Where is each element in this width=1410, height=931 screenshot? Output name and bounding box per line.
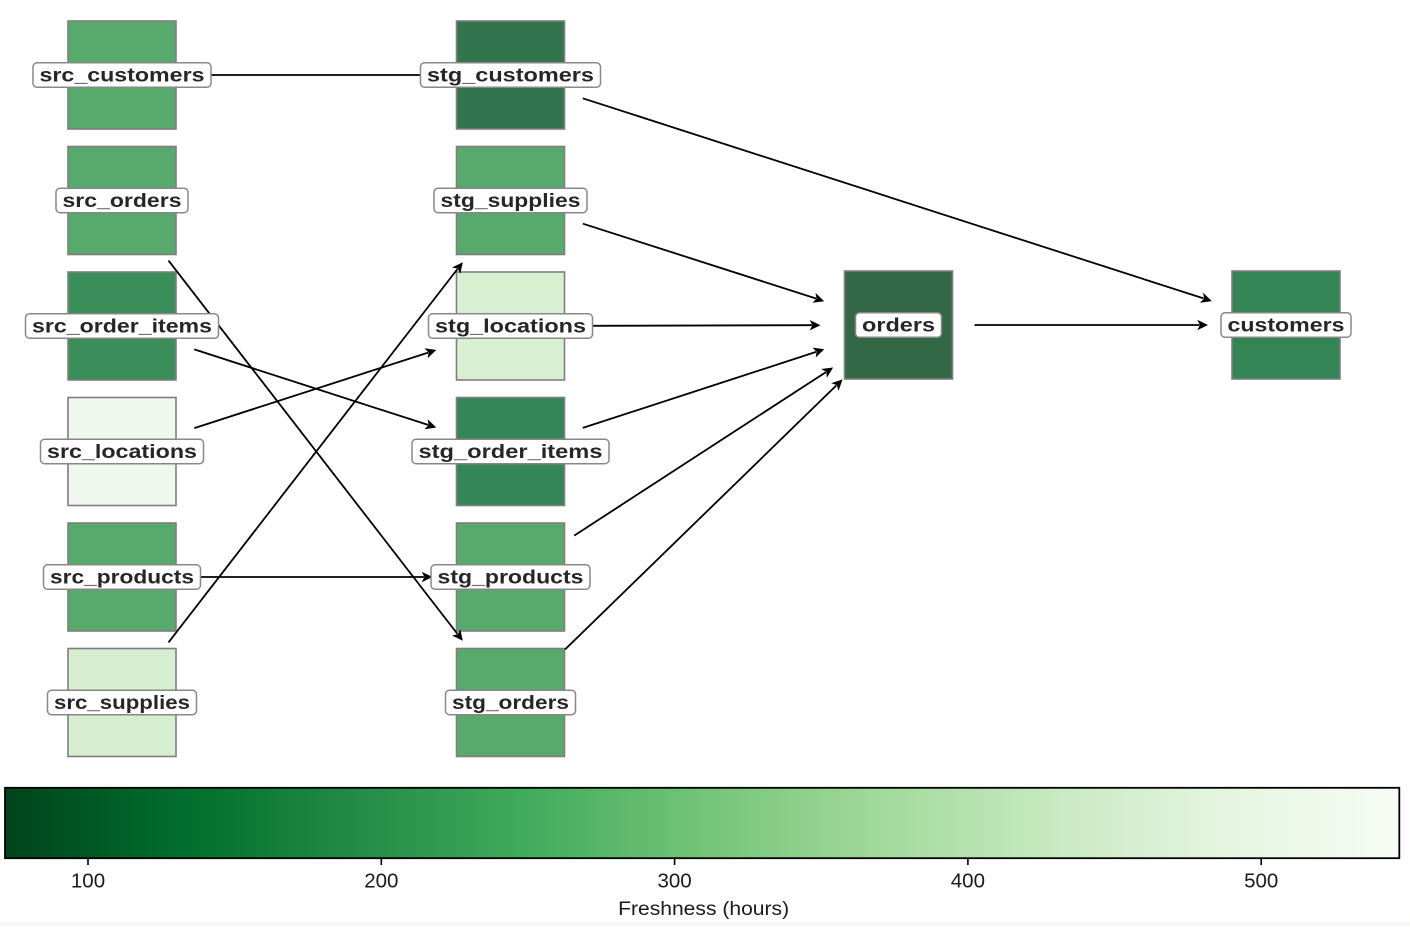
svg-text:stg_products: stg_products [438,568,584,589]
svg-text:100: 100 [71,869,105,892]
svg-text:customers: customers [1228,316,1345,337]
svg-text:src_orders: src_orders [63,191,182,212]
svg-text:400: 400 [951,869,985,892]
svg-text:stg_customers: stg_customers [427,66,594,87]
svg-text:stg_orders: stg_orders [452,693,569,714]
svg-text:src_supplies: src_supplies [54,693,190,714]
svg-text:200: 200 [364,869,398,892]
svg-text:stg_supplies: stg_supplies [441,191,581,212]
svg-text:src_order_items: src_order_items [32,317,212,338]
svg-text:stg_order_items: stg_order_items [419,442,603,463]
svg-text:src_locations: src_locations [47,442,197,463]
svg-text:stg_locations: stg_locations [435,317,586,338]
svg-text:orders: orders [862,316,935,337]
svg-text:500: 500 [1244,869,1278,892]
svg-text:300: 300 [657,869,691,892]
svg-text:src_customers: src_customers [40,66,205,87]
svg-text:src_products: src_products [50,568,194,589]
svg-text:Freshness (hours): Freshness (hours) [618,898,789,920]
